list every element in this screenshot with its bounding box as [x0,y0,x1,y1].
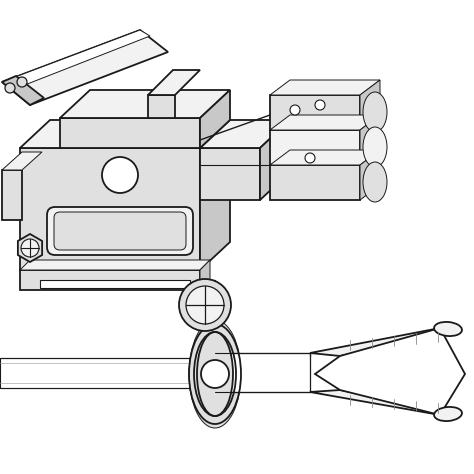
Circle shape [17,77,27,87]
FancyBboxPatch shape [54,212,186,250]
Polygon shape [270,80,380,95]
Circle shape [315,100,325,110]
Circle shape [5,83,15,93]
Polygon shape [315,328,465,415]
Polygon shape [2,152,42,170]
Polygon shape [200,148,260,200]
Polygon shape [148,70,200,95]
Polygon shape [20,120,230,148]
Ellipse shape [363,92,387,132]
Polygon shape [260,120,290,200]
Polygon shape [270,115,380,130]
Polygon shape [20,148,200,270]
Circle shape [21,239,39,257]
Polygon shape [60,90,230,118]
Polygon shape [360,115,380,165]
Polygon shape [195,280,215,290]
Ellipse shape [186,286,224,324]
Polygon shape [2,30,150,90]
Polygon shape [20,270,200,290]
Ellipse shape [197,332,233,416]
Ellipse shape [363,162,387,202]
Polygon shape [20,260,210,270]
Polygon shape [270,95,360,130]
Ellipse shape [201,360,229,388]
Polygon shape [200,120,290,148]
Polygon shape [200,90,230,148]
Polygon shape [360,80,380,130]
Polygon shape [2,30,168,105]
Ellipse shape [434,407,462,421]
Polygon shape [2,76,44,105]
FancyBboxPatch shape [47,207,193,255]
Polygon shape [148,95,175,118]
Ellipse shape [179,279,231,331]
Ellipse shape [363,127,387,167]
Polygon shape [310,390,460,415]
Polygon shape [200,260,210,290]
Polygon shape [60,118,200,148]
Polygon shape [40,280,190,288]
Ellipse shape [434,322,462,336]
Polygon shape [2,170,22,220]
Circle shape [290,105,300,115]
Ellipse shape [189,320,241,428]
Polygon shape [215,353,310,392]
Circle shape [305,153,315,163]
Polygon shape [270,130,360,165]
Polygon shape [270,150,380,165]
Polygon shape [200,120,230,270]
Circle shape [102,157,138,193]
Polygon shape [360,150,380,200]
Polygon shape [18,234,42,262]
Polygon shape [310,328,460,356]
Polygon shape [0,358,230,388]
Polygon shape [270,165,360,200]
